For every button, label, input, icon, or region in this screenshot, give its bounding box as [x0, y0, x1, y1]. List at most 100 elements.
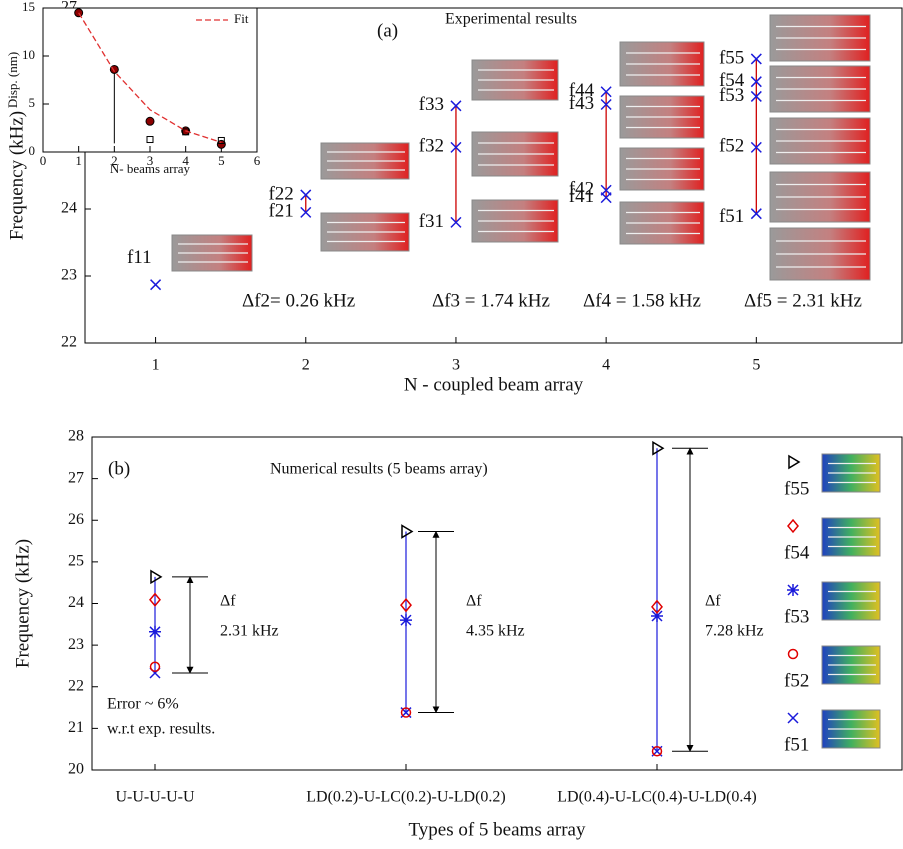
delta-label: Δf2= 0.26 kHz: [242, 290, 355, 311]
legend-label: f55: [784, 478, 809, 499]
x-tick-label: LD(0.2)-U-LC(0.2)-U-LD(0.2): [306, 789, 506, 806]
plot-frame: [84, 7, 903, 344]
point: [787, 518, 799, 534]
panel-label: (a): [377, 20, 398, 41]
y-tick-label: 10: [22, 47, 35, 62]
point-label: f43: [569, 93, 594, 114]
point: [450, 100, 462, 112]
y-tick-label: 22: [68, 677, 84, 694]
delta-label: Δf4 = 1.58 kHz: [583, 290, 701, 311]
x-tick-label: 2: [111, 153, 118, 168]
y-tick-label: 20: [68, 761, 84, 778]
point: [788, 454, 801, 470]
point-label: f33: [419, 94, 444, 115]
y-tick-label: 28: [68, 428, 84, 445]
x-tick-label: 0: [40, 153, 47, 168]
point-label: f54: [719, 70, 745, 91]
point: [600, 86, 612, 98]
delta-symbol: Δf: [466, 593, 482, 610]
inset-bg: [43, 8, 257, 152]
point: [750, 208, 762, 220]
point: [150, 279, 162, 291]
point: [400, 614, 412, 627]
panel-title: Numerical results (5 beams array): [270, 461, 488, 478]
note: Error ~ 6%: [107, 696, 179, 713]
point: [401, 524, 414, 539]
point: [651, 746, 663, 757]
point: [651, 599, 663, 615]
y-tick-label: 24: [68, 594, 84, 611]
y-tick-label: 27: [68, 469, 84, 486]
x-tick-label: 1: [152, 357, 160, 374]
point-label: f44: [569, 80, 595, 101]
point: [149, 625, 161, 638]
point-label: f55: [719, 47, 744, 68]
point-label: f21: [268, 201, 293, 222]
point-label: f52: [719, 136, 744, 157]
point: [787, 584, 799, 596]
x-tick-label: 5: [218, 153, 225, 168]
x-tick-label: 3: [147, 153, 154, 168]
point: [600, 98, 612, 111]
point-label: f22: [268, 183, 293, 204]
point: [74, 8, 84, 18]
point-label: f53: [719, 85, 744, 106]
point: [750, 90, 762, 102]
point: [450, 216, 462, 228]
delta-symbol: Δf: [220, 593, 236, 610]
y-tick-label: 25: [68, 553, 84, 570]
y-tick-label: 5: [29, 95, 36, 110]
y-tick-label: 0: [29, 143, 36, 158]
point: [750, 53, 762, 65]
y-tick-label: 26: [68, 511, 84, 528]
point: [300, 189, 312, 201]
point: [651, 609, 663, 622]
legend-label: f51: [784, 734, 809, 755]
x-tick-label: 3: [452, 357, 460, 374]
x-tick-label: 5: [752, 357, 760, 374]
point: [787, 712, 799, 724]
point: [652, 440, 665, 456]
x-tick-label: 4: [602, 357, 610, 374]
y-tick-label: 23: [61, 267, 77, 284]
x-tick-label: 1: [75, 153, 82, 168]
point: [750, 76, 762, 88]
point: [149, 592, 161, 607]
point: [145, 116, 155, 126]
legend-label: f53: [784, 606, 809, 627]
point: [146, 136, 154, 144]
x-tick-label: U-U-U-U-U: [115, 789, 195, 806]
point: [787, 648, 799, 660]
y-tick-label: 22: [61, 334, 77, 351]
delta-label: 2.31 kHz: [220, 623, 279, 640]
delta-label: Δf3 = 1.74 kHz: [432, 290, 550, 311]
point: [149, 661, 161, 673]
delta-label: Δf5 = 2.31 kHz: [744, 290, 862, 311]
x-axis-label: N - coupled beam array: [404, 374, 584, 395]
x-tick-label: 6: [254, 153, 261, 168]
point: [216, 139, 226, 149]
point: [400, 597, 412, 613]
point-label: f41: [569, 186, 594, 207]
note: w.r.t exp. results.: [107, 721, 215, 738]
point: [400, 707, 412, 718]
x-tick-label: LD(0.4)-U-LC(0.4)-U-LD(0.4): [557, 789, 757, 806]
point: [300, 206, 312, 218]
point: [150, 569, 163, 585]
legend-label: f54: [784, 542, 810, 563]
point-label: f31: [419, 211, 444, 232]
point-label: f11: [127, 247, 152, 268]
legend-label: f52: [784, 670, 809, 691]
point-label: f51: [719, 206, 744, 227]
y-axis-label: Frequency (kHz): [12, 539, 33, 668]
fit-line: [78, 12, 222, 144]
point: [217, 136, 225, 144]
x-tick-label: 4: [182, 153, 189, 168]
point: [600, 184, 612, 196]
x-axis-label: Types of 5 beams array: [409, 819, 586, 840]
point-label: f42: [569, 179, 594, 200]
delta-label: 4.35 kHz: [466, 623, 525, 640]
y-tick-label: 15: [22, 0, 35, 14]
